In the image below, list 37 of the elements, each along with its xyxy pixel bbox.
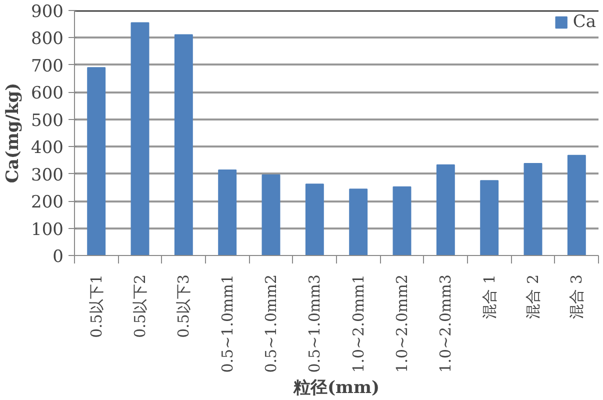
legend-label: Ca bbox=[572, 12, 596, 32]
x-tick-label: 0.5以下3 bbox=[174, 274, 193, 338]
x-tick-label: 0.5~1.0mm2 bbox=[262, 274, 280, 373]
bar bbox=[305, 184, 324, 256]
y-tick-label: 800 bbox=[31, 29, 64, 50]
x-tick-label: 1.0~2.0mm3 bbox=[436, 274, 455, 373]
x-tick-label: 0.5~1.0mm1 bbox=[218, 274, 236, 373]
x-tick-label: 1.0~2.0mm1 bbox=[349, 274, 368, 373]
y-tick-label: 200 bbox=[31, 192, 64, 213]
bar bbox=[524, 162, 542, 256]
x-tick-label: 0.5以下1 bbox=[87, 274, 106, 338]
bar bbox=[218, 170, 237, 256]
y-tick-label: 400 bbox=[31, 138, 64, 158]
bar bbox=[87, 67, 106, 256]
bar bbox=[480, 180, 499, 256]
bar bbox=[349, 188, 368, 256]
bar bbox=[130, 22, 150, 256]
y-tick-label: 500 bbox=[31, 110, 64, 131]
x-tick-label: 混合 3 bbox=[568, 274, 586, 319]
y-tick-label: 0 bbox=[52, 247, 64, 267]
y-tick-label: 600 bbox=[31, 84, 64, 104]
x-axis-title: 粒径(mm) bbox=[292, 378, 380, 398]
bar bbox=[174, 34, 193, 256]
x-tick-label: 0.5以下2 bbox=[131, 274, 149, 338]
y-tick-label: 900 bbox=[31, 2, 64, 22]
bar bbox=[262, 174, 280, 256]
x-tick-label: 混合 2 bbox=[524, 274, 542, 319]
y-tick-label: 300 bbox=[31, 165, 64, 186]
x-tick-label: 0.5~1.0mm3 bbox=[306, 274, 324, 373]
x-tick-label: 1.0~2.0mm2 bbox=[393, 274, 411, 373]
y-axis-title: Ca(mg/kg) bbox=[3, 82, 24, 184]
y-tick-label: 700 bbox=[31, 56, 64, 76]
y-tick-label: 100 bbox=[31, 220, 64, 240]
bar bbox=[436, 164, 455, 256]
bar bbox=[392, 186, 412, 256]
x-tick-label: 混合 1 bbox=[480, 274, 498, 319]
bar bbox=[567, 154, 586, 256]
